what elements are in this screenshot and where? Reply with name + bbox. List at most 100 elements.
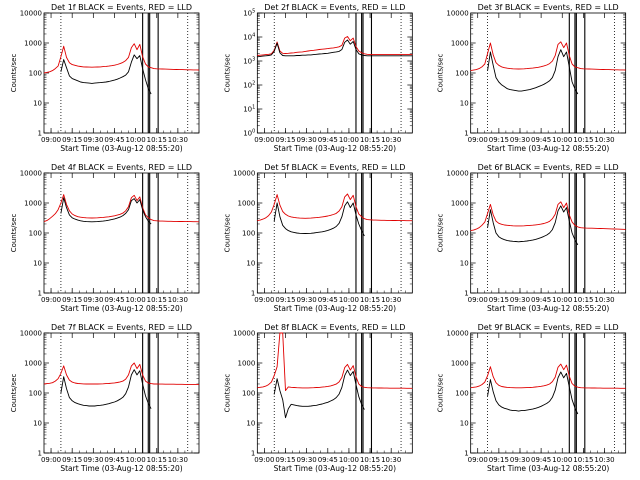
- detector-panel: Det 4f BLACK = Events, RED = LLD 1 10 100 10…: [10, 163, 200, 313]
- y-tick-label: 101: [243, 105, 255, 114]
- x-axis-label: Start Time (03-Aug-12 08:55:20): [60, 144, 182, 153]
- x-tick-label: 10:30: [594, 296, 614, 304]
- x-tick-label: 10:15: [147, 296, 167, 304]
- detector-panel: Det 1f BLACK = Events, RED = LLD 1 10 100 10…: [10, 3, 200, 153]
- y-tick-label: 1000: [451, 200, 469, 208]
- x-tick-label: 09:30: [83, 136, 103, 144]
- panel-title: Det 9f BLACK = Events, RED = LLD: [478, 323, 619, 332]
- x-tick-label: 09:00: [468, 136, 488, 144]
- x-tick-label: 10:30: [594, 136, 614, 144]
- y-tick-label: 10000: [20, 10, 42, 18]
- y-tick-label: 10: [246, 420, 255, 428]
- x-tick-label: 09:15: [62, 296, 82, 304]
- lld-series-line: [43, 362, 199, 385]
- x-tick-label: 09:30: [510, 296, 530, 304]
- x-tick-label: 10:00: [339, 296, 359, 304]
- x-tick-label: 09:00: [41, 456, 61, 464]
- plot-frame: [43, 12, 200, 134]
- x-tick-label: 09:30: [510, 136, 530, 144]
- y-tick-label: 10000: [233, 330, 255, 338]
- x-tick-label: 09:15: [275, 456, 295, 464]
- y-tick-label: 1000: [24, 360, 42, 368]
- x-tick-label: 09:00: [41, 296, 61, 304]
- detector-panel: Det 6f BLACK = Events, RED = LLD 1 10 100 10…: [437, 163, 627, 313]
- x-tick-label: 10:00: [125, 456, 145, 464]
- plot-frame: [470, 172, 627, 294]
- y-tick-label: 100: [242, 230, 255, 238]
- y-tick-label: 1000: [238, 360, 256, 368]
- x-tick-label: 10:30: [381, 296, 401, 304]
- lld-series-line: [43, 194, 200, 223]
- y-tick-label: 1: [38, 290, 42, 298]
- y-axis-label: Counts/sec: [437, 54, 445, 93]
- events-series-line: [60, 369, 152, 409]
- y-axis-label: Counts/sec: [437, 214, 445, 253]
- x-tick-label: 09:15: [62, 136, 82, 144]
- x-tick-label: 10:15: [573, 136, 593, 144]
- panel-title: Det 7f BLACK = Events, RED = LLD: [51, 323, 192, 332]
- lld-series-line: [470, 363, 626, 389]
- y-tick-label: 1000: [451, 360, 469, 368]
- y-tick-label: 100: [29, 390, 42, 398]
- x-tick-label: 10:00: [339, 456, 359, 464]
- events-series-line: [60, 197, 152, 225]
- y-tick-label: 10: [33, 100, 42, 108]
- y-axis-label: Counts/sec: [10, 214, 18, 253]
- panel-title: Det 5f BLACK = Events, RED = LLD: [264, 163, 405, 172]
- lld-series-line: [257, 193, 413, 222]
- x-tick-label: 09:45: [318, 136, 338, 144]
- x-tick-label: 10:00: [339, 136, 359, 144]
- x-tick-label: 09:30: [297, 456, 317, 464]
- y-tick-label: 1: [464, 450, 468, 458]
- x-tick-label: 10:15: [360, 456, 380, 464]
- y-tick-label: 1000: [24, 40, 42, 48]
- panel-title: Det 8f BLACK = Events, RED = LLD: [264, 323, 405, 332]
- x-tick-label: 10:30: [381, 456, 401, 464]
- x-tick-label: 09:30: [83, 296, 103, 304]
- x-tick-label: 09:00: [468, 296, 488, 304]
- x-tick-label: 10:15: [147, 456, 167, 464]
- x-tick-label: 09:45: [104, 456, 124, 464]
- x-tick-label: 09:45: [104, 296, 124, 304]
- lld-series-line: [257, 332, 413, 392]
- y-tick-label: 100: [455, 390, 468, 398]
- events-series-line: [273, 201, 365, 237]
- x-tick-label: 09:00: [41, 136, 61, 144]
- detector-panel: Det 2f BLACK = Events, RED = LLD 100 101 10…: [223, 3, 413, 153]
- x-tick-label: 09:15: [275, 296, 295, 304]
- x-tick-label: 09:30: [297, 136, 317, 144]
- events-series-line: [487, 49, 579, 95]
- y-axis-label: Counts/sec: [223, 374, 231, 413]
- panel-title: Det 6f BLACK = Events, RED = LLD: [478, 163, 619, 172]
- y-tick-label: 1: [251, 450, 255, 458]
- y-tick-label: 1000: [238, 200, 256, 208]
- y-tick-label: 100: [242, 390, 255, 398]
- x-tick-label: 09:45: [531, 296, 551, 304]
- plot-frame: [470, 12, 627, 134]
- x-tick-label: 09:30: [510, 456, 530, 464]
- y-tick-label: 1: [464, 290, 468, 298]
- x-axis-label: Start Time (03-Aug-12 08:55:20): [487, 304, 609, 313]
- x-tick-label: 10:00: [125, 136, 145, 144]
- lld-series-line: [257, 36, 413, 56]
- x-tick-label: 09:45: [531, 456, 551, 464]
- y-axis-label: Counts/sec: [10, 374, 18, 413]
- x-tick-label: 09:45: [318, 296, 338, 304]
- y-tick-label: 10000: [233, 170, 255, 178]
- x-tick-label: 09:45: [104, 136, 124, 144]
- detector-panel: Det 8f BLACK = Events, RED = LLD 1 10 100 10…: [223, 323, 413, 473]
- x-tick-label: 09:00: [468, 456, 488, 464]
- x-tick-label: 10:00: [552, 456, 572, 464]
- x-tick-label: 10:30: [168, 136, 188, 144]
- y-tick-label: 1: [38, 450, 42, 458]
- x-axis-label: Start Time (03-Aug-12 08:55:20): [487, 144, 609, 153]
- y-axis-label: Counts/sec: [223, 214, 231, 253]
- y-tick-label: 10000: [446, 170, 468, 178]
- plot-frame: [43, 172, 200, 294]
- y-tick-label: 100: [29, 230, 42, 238]
- events-series-line: [487, 371, 579, 415]
- x-tick-label: 09:30: [83, 456, 103, 464]
- y-tick-label: 10000: [20, 170, 42, 178]
- y-tick-label: 10: [460, 420, 469, 428]
